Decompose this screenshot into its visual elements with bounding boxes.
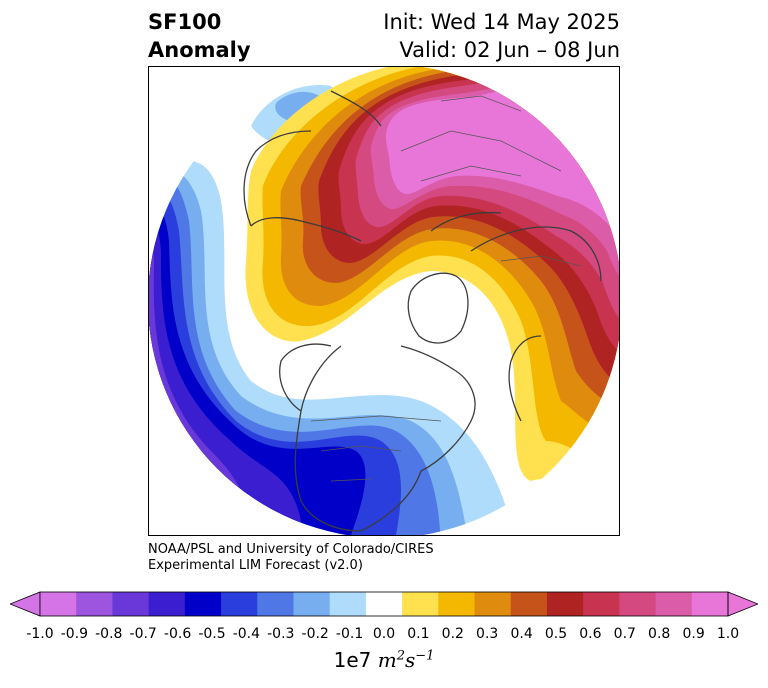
- colorbar-tick-label: 0.6: [579, 626, 602, 642]
- colorbar-over-arrow: [727, 591, 758, 617]
- map-panel: [148, 66, 620, 536]
- colorbar-tick-label: -1.0: [26, 626, 54, 642]
- political-borders: [310, 95, 582, 482]
- colorbar-tick-label: 0.1: [407, 626, 430, 642]
- units-prefix: 1e7: [333, 648, 372, 672]
- colorbar-tick-label: 0.9: [682, 626, 705, 642]
- valid-range: Valid: 02 Jun – 08 Jun: [399, 38, 620, 62]
- colorbar-under-arrow: [10, 591, 41, 617]
- colorbar-swatch: [474, 592, 512, 616]
- colorbar-swatch: [184, 592, 222, 616]
- colorbar-swatch: [402, 592, 439, 616]
- colorbar-tick-label: 0.3: [476, 626, 499, 642]
- colorbar-tick-label: 1.0: [716, 626, 740, 642]
- colorbar-swatch: [257, 592, 294, 616]
- colorbar-units: 1e7 m2s−1: [0, 648, 768, 672]
- colorbar-frame: [39, 591, 729, 617]
- anomaly-title: Anomaly: [148, 38, 251, 62]
- colorbar-swatch: [293, 592, 331, 616]
- init-date: Init: Wed 14 May 2025: [383, 10, 620, 34]
- units-s: s: [404, 648, 416, 672]
- colorbar-tick-label: -0.8: [95, 626, 123, 642]
- colorbar-swatch: [329, 592, 367, 616]
- units-m: m: [377, 648, 397, 672]
- colorbar-swatch: [438, 592, 476, 616]
- variable-title: SF100: [148, 10, 222, 34]
- colorbar-tick-label: -0.9: [60, 626, 89, 642]
- credit-text: NOAA/PSL and University of Colorado/CIRE…: [148, 542, 434, 574]
- colorbar-tick-label: 0.0: [372, 626, 396, 642]
- colorbar: [10, 591, 758, 617]
- colorbar-tick-label: -0.7: [129, 626, 157, 642]
- credit-line-2: Experimental LIM Forecast (v2.0): [148, 558, 363, 573]
- title-right: Init: Wed 14 May 2025 Valid: 02 Jun – 08…: [383, 8, 620, 64]
- colorbar-tick-label: 0.8: [648, 626, 671, 642]
- colorbar-swatch: [691, 592, 729, 616]
- colorbar-tick-label: -0.1: [335, 626, 364, 642]
- coastlines: [243, 90, 602, 532]
- colorbar-tick-label: -0.4: [232, 626, 261, 642]
- units-s-exp: −1: [415, 648, 435, 664]
- colorbar-swatch: [148, 592, 186, 616]
- colorbar-swatch: [365, 592, 403, 616]
- credit-line-1: NOAA/PSL and University of Colorado/CIRE…: [148, 542, 434, 557]
- polar-map: [149, 67, 619, 535]
- colorbar-swatch: [655, 592, 693, 616]
- colorbar-tick-label: 0.7: [613, 626, 636, 642]
- colorbar-tick-label: 0.5: [544, 626, 568, 642]
- colorbar-tick-label: -0.3: [267, 626, 295, 642]
- colorbar-swatch: [546, 592, 584, 616]
- colorbar-ticks: -1.0 -0.9 -0.8 -0.7 -0.6 -0.5 -0.4 -0.3 -0.2 -0.1…: [0, 626, 768, 646]
- colorbar-swatch: [112, 592, 150, 616]
- colorbar-tick-label: -0.5: [198, 626, 226, 642]
- title-left: SF100 Anomaly: [148, 8, 251, 64]
- colorbar-swatch: [76, 592, 113, 616]
- colorbar-swatch: [619, 592, 657, 616]
- anomaly-field: [149, 67, 619, 535]
- colorbar-swatch: [510, 592, 548, 616]
- colorbar-tick-label: 0.4: [510, 626, 533, 642]
- colorbar-tick-label: -0.6: [163, 626, 192, 642]
- colorbar-swatch: [40, 592, 77, 616]
- colorbar-swatch: [221, 592, 258, 616]
- units-m-exp: 2: [396, 648, 405, 664]
- colorbar-tick-label: -0.2: [301, 626, 329, 642]
- colorbar-tick-label: 0.2: [441, 626, 464, 642]
- colorbar-swatch: [583, 592, 620, 616]
